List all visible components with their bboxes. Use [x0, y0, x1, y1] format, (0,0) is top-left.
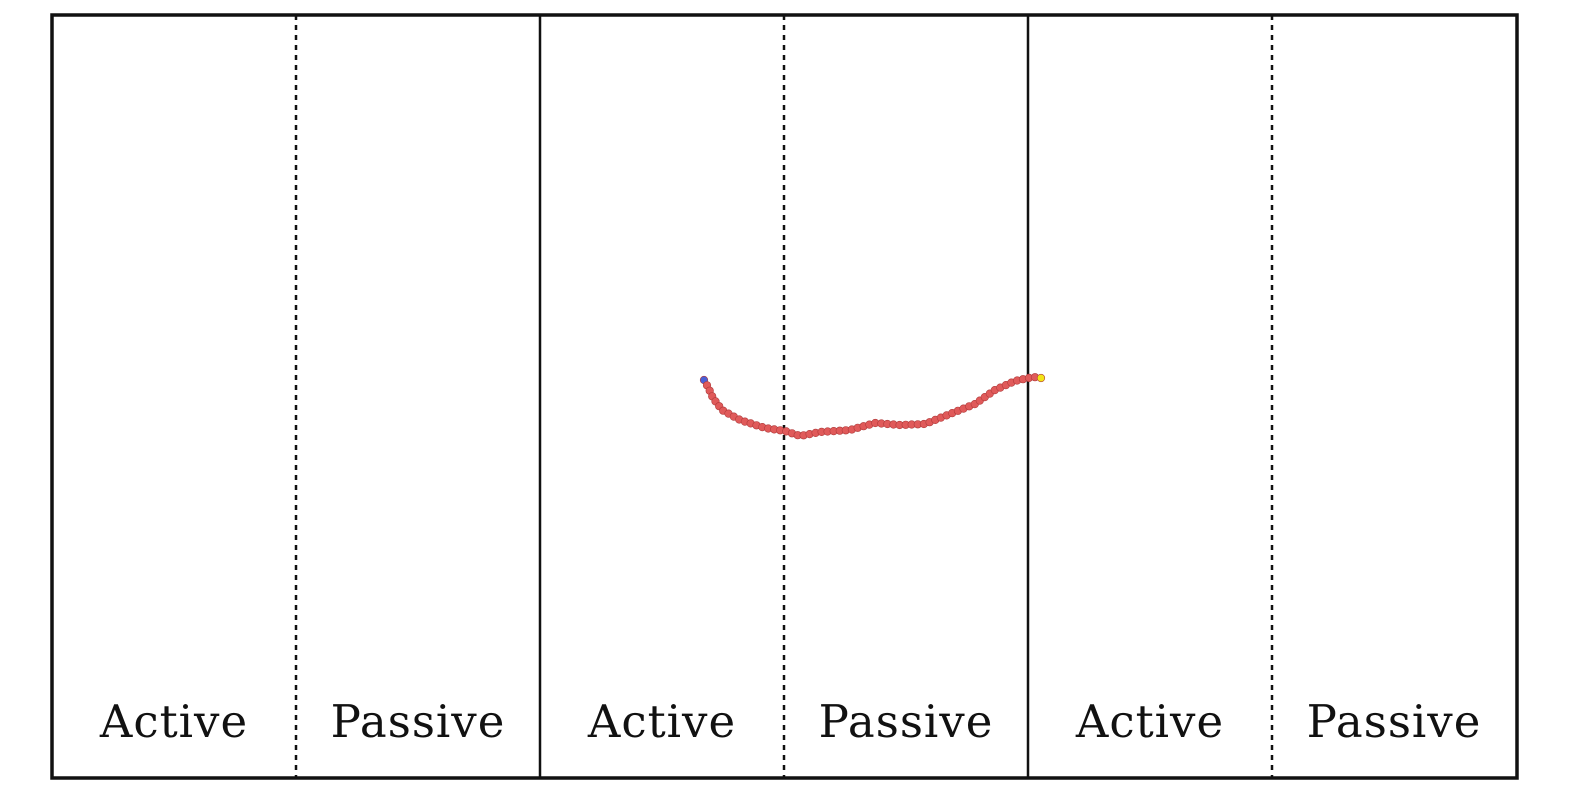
zone-label-1: Active [99, 695, 248, 748]
zone-label-4: Passive [819, 695, 994, 748]
zone-label-5: Active [1075, 695, 1224, 748]
polymer-chain [699, 373, 1046, 440]
polymer-tail-bead [1036, 373, 1046, 383]
zone-label-3: Active [587, 695, 736, 748]
zone-label-2: Passive [331, 695, 506, 748]
zone-label-6: Passive [1307, 695, 1482, 748]
